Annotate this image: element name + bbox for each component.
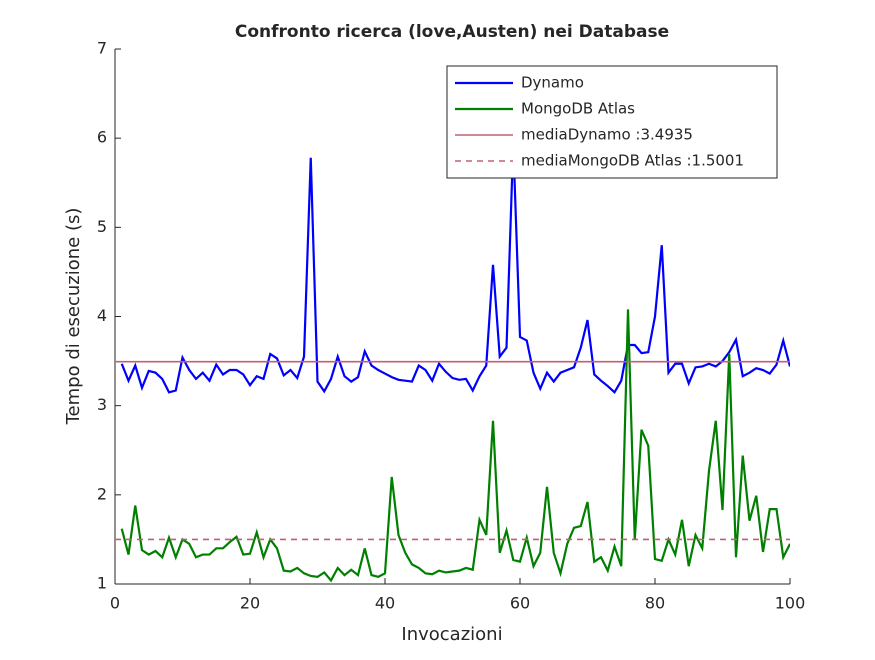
chart-title: Confronto ricerca (love,Austen) nei Data… (235, 22, 669, 42)
x-tick-label: 40 (375, 594, 395, 613)
x-tick-label: 60 (510, 594, 530, 613)
y-tick-label: 5 (97, 217, 107, 236)
legend-label: mediaMongoDB Atlas :1.5001 (521, 152, 744, 170)
legend-label: MongoDB Atlas (521, 100, 635, 118)
y-tick-label: 3 (97, 395, 107, 414)
x-axis-label: Invocazioni (401, 624, 502, 645)
x-tick-label: 80 (645, 594, 665, 613)
x-tick-label: 0 (110, 594, 120, 613)
y-tick-label: 2 (97, 484, 107, 503)
y-tick-label: 1 (97, 574, 107, 593)
legend-box (446, 65, 778, 179)
y-tick-label: 6 (97, 128, 107, 147)
y-tick-label: 4 (97, 306, 107, 325)
y-tick-label: 7 (97, 39, 107, 58)
x-tick-label: 100 (775, 594, 806, 613)
y-axis-label: Tempo di esecuzione (s) (63, 208, 84, 426)
legend-label: mediaDynamo :3.4935 (521, 126, 693, 144)
data-line (120, 309, 790, 583)
x-tick-label: 20 (240, 594, 260, 613)
data-line (120, 142, 790, 395)
legend-label: Dynamo (521, 74, 584, 92)
